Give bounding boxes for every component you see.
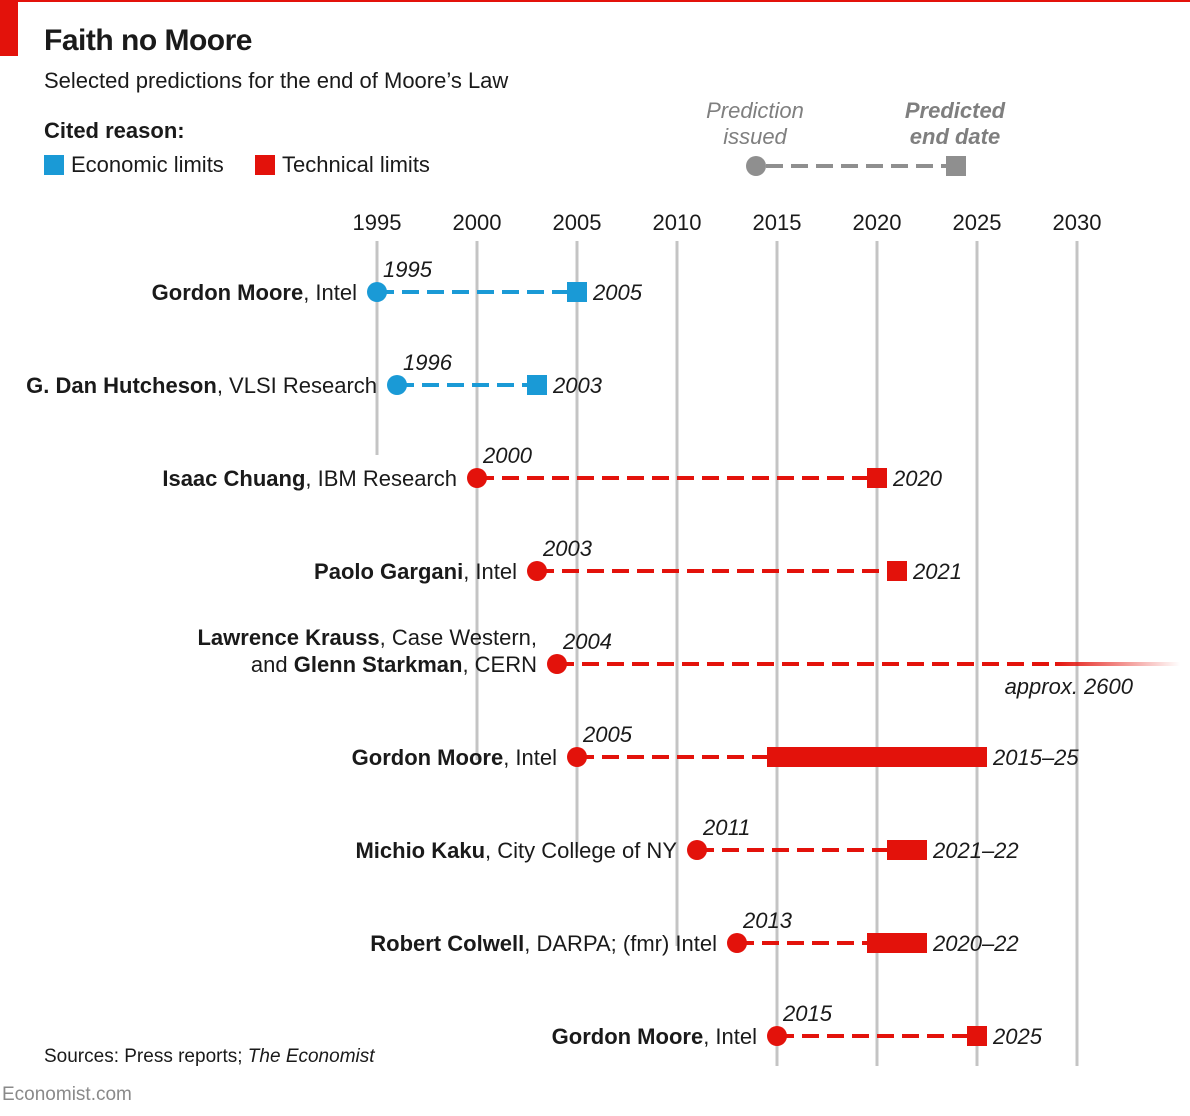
issued-dot: [547, 654, 567, 674]
person-label: Robert Colwell, DARPA; (fmr) Intel: [370, 931, 717, 956]
key-end-line2: end date: [909, 124, 1001, 149]
end-range-bar: [887, 840, 927, 860]
end-date-label: 2005: [592, 280, 643, 305]
legend-swatch-economic: [44, 155, 64, 175]
x-tick-label: 2010: [653, 210, 702, 235]
x-tick-label: 2030: [1053, 210, 1102, 235]
prediction-row: 1996 2003 G. Dan Hutcheson, VLSI Research: [26, 350, 603, 398]
person-label: Gordon Moore, Intel: [552, 1024, 757, 1049]
issued-year-label: 2015: [782, 1001, 833, 1026]
top-rule: [0, 0, 1190, 2]
end-date-label: approx. 2600: [1005, 674, 1134, 699]
person-label: Gordon Moore, Intel: [352, 745, 557, 770]
x-tick-label: 2015: [753, 210, 802, 235]
key-glyph: [746, 156, 966, 176]
end-date-label: 2021–22: [932, 838, 1019, 863]
prediction-row: 2000 2020 Isaac Chuang, IBM Research: [162, 443, 942, 491]
prediction-row: 2003 2021 Paolo Gargani, Intel: [314, 536, 962, 584]
end-square: [867, 468, 887, 488]
issued-year-label: 1996: [403, 350, 453, 375]
issued-dot: [687, 840, 707, 860]
chart-title: Faith no Moore: [44, 24, 252, 57]
source-note: Sources: Press reports; The Economist: [44, 1046, 375, 1068]
legend-label-technical: Technical limits: [282, 152, 430, 177]
key-issued-dot: [746, 156, 766, 176]
issued-year-label: 2003: [542, 536, 593, 561]
person-label: G. Dan Hutcheson, VLSI Research: [26, 373, 377, 398]
person-label-line2: and Glenn Starkman, CERN: [251, 652, 537, 677]
x-tick-label: 2025: [953, 210, 1002, 235]
prediction-row: 2004 approx. 2600 Lawrence Krauss, Case We…: [197, 625, 1180, 699]
end-date-label: 2020–22: [932, 931, 1019, 956]
person-label: Isaac Chuang, IBM Research: [162, 466, 457, 491]
end-date-label: 2015–25: [992, 745, 1079, 770]
x-tick-label: 2000: [453, 210, 502, 235]
issued-dot: [467, 468, 487, 488]
end-square: [527, 375, 547, 395]
chart-subtitle: Selected predictions for the end of Moor…: [44, 68, 509, 93]
key-issued-line2: issued: [723, 124, 787, 149]
issued-dot: [567, 747, 587, 767]
end-range-bar: [867, 933, 927, 953]
end-square: [887, 561, 907, 581]
end-range-bar: [767, 747, 987, 767]
prediction-row: 1995 2005 Gordon Moore, Intel: [152, 257, 643, 305]
person-label: Lawrence Krauss, Case Western,: [197, 625, 537, 650]
key-issued-label: Prediction issued: [690, 98, 820, 150]
source-prefix: Sources: Press reports;: [44, 1046, 248, 1067]
issued-dot: [527, 561, 547, 581]
key-issued-line1: Prediction: [706, 98, 804, 123]
legend-label-economic: Economic limits: [71, 152, 224, 177]
prediction-rows: 1995 2005 Gordon Moore, Intel 1996 2003 G. Da…: [26, 257, 1180, 1049]
end-square: [967, 1026, 987, 1046]
legend-item-technical: Technical limits: [255, 152, 430, 178]
end-date-label: 2020: [892, 466, 943, 491]
x-tick-label: 1995: [353, 210, 402, 235]
issued-dot: [387, 375, 407, 395]
prediction-row: 2013 2020–22 Robert Colwell, DARPA; (fmr) …: [370, 908, 1018, 956]
x-tick-label: 2005: [553, 210, 602, 235]
legend-item-economic: Economic limits: [44, 152, 224, 178]
legend-title: Cited reason:: [44, 118, 185, 143]
legend-swatch-technical: [255, 155, 275, 175]
issued-year-label: 2011: [702, 815, 750, 840]
key-end-line1: Predicted: [904, 98, 1006, 123]
prediction-row: 2005 2015–25 Gordon Moore, Intel: [352, 722, 1080, 770]
prediction-row: 2011 2021–22 Michio Kaku, City College of …: [355, 815, 1018, 863]
person-label: Paolo Gargani, Intel: [314, 559, 517, 584]
issued-year-label: 2004: [562, 629, 612, 654]
issued-dot: [367, 282, 387, 302]
footer-credit: Economist.com: [2, 1084, 132, 1105]
brand-tab: [0, 0, 18, 56]
x-tick-label: 2020: [853, 210, 902, 235]
issued-year-label: 1995: [383, 257, 433, 282]
source-italic: The Economist: [247, 1046, 375, 1067]
person-label: Gordon Moore, Intel: [152, 280, 357, 305]
issued-dot: [727, 933, 747, 953]
issued-year-label: 2005: [582, 722, 633, 747]
key-end-square: [946, 156, 966, 176]
prediction-row: 2015 2025 Gordon Moore, Intel: [552, 1001, 1043, 1049]
end-date-label: 2025: [992, 1024, 1043, 1049]
issued-dot: [767, 1026, 787, 1046]
gridlines: 1995 2000 2005 2010 2015 2020 2025 2030: [353, 210, 1102, 1066]
end-date-label: 2003: [552, 373, 603, 398]
connector-fade: [1055, 662, 1180, 666]
issued-year-label: 2000: [482, 443, 533, 468]
person-label: Michio Kaku, City College of NY: [355, 838, 677, 863]
key-end-label: Predicted end date: [890, 98, 1020, 150]
end-square: [567, 282, 587, 302]
issued-year-label: 2013: [742, 908, 793, 933]
end-date-label: 2021: [912, 559, 962, 584]
